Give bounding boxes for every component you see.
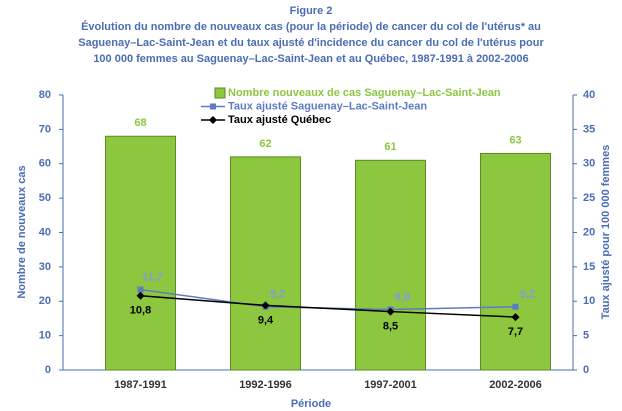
marker [136,291,145,300]
y2-tick-label: 20 [583,226,595,238]
y-tick-label: 50 [39,192,51,204]
data-label: 9,4 [258,314,274,326]
y2-tick-label: 40 [583,89,595,101]
data-label: 62 [259,138,271,150]
legend-swatch [214,87,226,99]
x-tick-label: 2002-2006 [489,379,542,391]
y2-axis-title: Taux ajusté pour 100 000 femmes [600,145,612,320]
y-tick-label: 0 [45,364,51,376]
y2-tick-label: 15 [583,261,595,273]
data-label: 9,2 [270,289,285,301]
chart-subtitle: 100 000 femmes au Saguenay–Lac-Saint-Jea… [93,53,528,65]
legend-label: Nombre nouveaux de cas Saguenay–Lac-Sain… [228,87,501,99]
data-label: 63 [509,134,521,146]
y-tick-label: 80 [39,89,51,101]
y-tick-label: 20 [39,295,51,307]
data-label: 11,7 [142,271,163,283]
marker [512,303,519,310]
bar [230,156,301,371]
y2-tick-label: 25 [583,192,595,204]
chart-title: Figure 2 [290,5,333,17]
data-label: 9,2 [520,289,535,301]
line [140,295,516,318]
data-label: 61 [384,141,396,153]
y-tick-label: 40 [39,226,51,238]
marker [511,313,520,322]
data-label: 8,5 [383,320,398,332]
y-tick-label: 60 [39,158,51,170]
marker [386,307,395,316]
x-axis-title: Période [291,398,331,410]
bar [105,135,176,371]
marker [137,286,144,293]
x-tick-label: 1992-1996 [239,379,292,391]
y-tick-label: 70 [39,123,51,135]
y-tick-label: 10 [39,330,51,342]
x-tick-label: 1987-1991 [114,379,167,391]
x-tick-label: 1997-2001 [364,379,417,391]
bar [355,159,426,371]
chart-subtitle: Évolution du nombre de nouveaux cas (pou… [81,20,541,33]
y-tick-label: 30 [39,261,51,273]
y-axis-title: Nombre de nouveaux cas [16,165,28,298]
data-label: 68 [134,117,146,129]
bar [480,152,551,371]
legend-marker [209,116,217,124]
legend-marker [210,103,216,110]
data-label: 10,8 [130,305,151,317]
y2-tick-label: 10 [583,295,595,307]
legend-label: Taux ajusté Saguenay–Lac-Saint-Jean [228,100,427,112]
data-label: 8,8 [395,291,410,303]
y2-tick-label: 35 [583,123,595,135]
y2-tick-label: 5 [583,330,589,342]
legend-label: Taux ajusté Québec [228,114,331,126]
y2-tick-label: 0 [583,364,589,376]
marker [261,301,270,310]
y2-tick-label: 30 [583,158,595,170]
data-label: 7,7 [508,326,523,338]
chart-subtitle: Saguenay–Lac-Saint-Jean et du taux ajust… [78,37,544,49]
